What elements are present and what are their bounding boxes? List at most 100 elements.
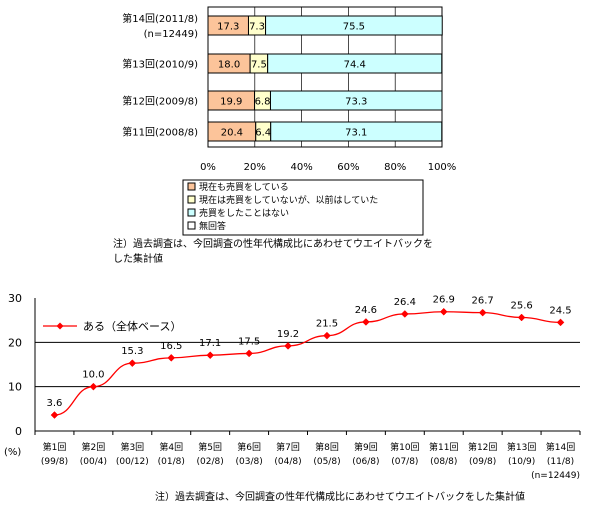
bar-note: 注）過去調査は、今回調査の性年代構成比にあわせてウエイトバックを	[113, 237, 433, 250]
bar-tick-label: 40%	[290, 162, 312, 173]
bar-legend-swatch	[187, 208, 196, 217]
bar-category-label: (n=12449)	[144, 29, 198, 40]
line-data-label: 26.7	[472, 296, 494, 307]
line-ylabel: (%)	[4, 447, 21, 458]
bar-plot-frame	[207, 6, 443, 148]
bar-category-label: 第11回(2008/8)	[122, 126, 198, 139]
line-category-sublabel: (07/8)	[391, 457, 418, 467]
line-data-label: 17.1	[199, 338, 221, 349]
bar-segment	[270, 121, 443, 142]
line-category-sublabel: (10/9)	[508, 457, 535, 467]
bar-value-label: 20.4	[221, 128, 243, 139]
line-category-sublabel: (00/12)	[116, 457, 149, 467]
line-category-label: 第2回	[82, 441, 106, 453]
line-category-label: 第9回	[354, 441, 378, 453]
bar-legend-box	[182, 179, 424, 236]
bar-value-label: 7.5	[251, 60, 267, 71]
line-marker	[50, 411, 59, 419]
line-category-sublabel: (09/8)	[469, 457, 496, 467]
bar-legend-swatch	[187, 182, 196, 191]
bar-value-label: 19.9	[220, 97, 242, 108]
line-category-label: 第4回	[159, 441, 183, 453]
line-category-label: 第12回	[468, 441, 497, 453]
line-data-label: 26.9	[433, 295, 455, 306]
line-category-sublabel: (00/4)	[80, 457, 107, 467]
line-category-label: 第10回	[390, 441, 419, 453]
bar-legend-swatch	[187, 221, 196, 230]
bar-value-label: 7.3	[249, 22, 265, 33]
line-category-label: 第13回	[507, 441, 536, 453]
bar-tick-label: 60%	[337, 162, 359, 173]
line-category-label: 第5回	[198, 441, 222, 453]
line-category-sublabel: (04/8)	[274, 457, 301, 467]
line-tick-label: 30	[8, 292, 22, 305]
line-marker	[362, 318, 370, 326]
line-data-label: 26.4	[394, 297, 416, 308]
line-data-label: 24.5	[549, 305, 571, 316]
line-marker	[167, 353, 176, 362]
line-category-label: 第6回	[237, 441, 261, 453]
bar-value-label: 75.5	[343, 22, 365, 33]
bar-tick-label: 100%	[428, 162, 457, 173]
line-data-label: 17.5	[238, 336, 260, 347]
bar-legend-label: 無回答	[199, 220, 226, 232]
line-marker	[245, 349, 253, 358]
line-legend-label: ある（全体ベース）	[83, 319, 181, 333]
bar-value-label: 6.8	[255, 97, 271, 108]
bar-tick-label: 80%	[384, 162, 406, 173]
line-category-sublabel: (99/8)	[41, 457, 68, 467]
line-marker	[400, 310, 409, 318]
bar-tick-label: 0%	[200, 162, 216, 173]
line-category-label: 第1回	[43, 441, 67, 453]
line-category-label: 第11回	[429, 441, 458, 453]
bar-segment	[267, 53, 443, 74]
line-legend-marker	[56, 322, 64, 330]
line-marker	[439, 307, 448, 316]
bar-value-label: 17.3	[217, 22, 239, 33]
bar-value-label: 74.4	[344, 60, 366, 71]
line-category-sublabel: (08/8)	[430, 457, 457, 467]
bar-category-label: 第13回(2010/9)	[122, 58, 198, 71]
bar-segment	[269, 90, 443, 111]
bar-note: した集計値	[113, 252, 163, 265]
line-note: 注）過去調査は、今回調査の性年代構成比にあわせてウエイトバックをした集計値	[155, 490, 525, 503]
line-category-label: 第7回	[276, 441, 300, 453]
line-marker	[284, 342, 292, 350]
line-data-label: 15.3	[121, 346, 143, 357]
line-category-sublabel: (03/8)	[235, 457, 262, 467]
line-marker	[556, 318, 565, 327]
line-data-label: 24.6	[355, 305, 377, 316]
bar-legend-label: 売買をしたことはない	[199, 207, 289, 219]
bar-value-label: 73.1	[345, 128, 367, 139]
line-marker	[478, 308, 487, 317]
line-tick-label: 10	[8, 381, 22, 394]
bar-legend-swatch	[187, 195, 196, 204]
line-tick-label: 0	[15, 425, 22, 438]
line-data-label: 10.0	[82, 370, 104, 381]
line-category-label: 第14回	[546, 441, 575, 453]
line-marker	[323, 331, 331, 340]
line-marker	[89, 382, 98, 391]
bar-category-label: 第12回(2009/8)	[122, 95, 198, 108]
bar-segment	[265, 15, 443, 36]
line-data-label: 25.6	[510, 301, 532, 312]
line-category-label: 第3回	[120, 441, 144, 453]
line-marker	[206, 351, 215, 360]
line-data-label: 3.6	[47, 398, 63, 409]
line-data-label: 16.5	[160, 341, 182, 352]
line-category-label: 第8回	[315, 441, 339, 453]
line-category-sublabel: (05/8)	[313, 457, 340, 467]
bar-value-label: 73.3	[345, 97, 367, 108]
line-category-sublabel: (06/8)	[352, 457, 379, 467]
bar-legend-label: 現在は売買をしていないが、以前はしていた	[199, 194, 378, 206]
bar-tick-label: 20%	[244, 162, 266, 173]
line-category-sublabel: (11/8)	[547, 457, 574, 467]
line-data-label: 21.5	[316, 319, 338, 330]
bar-legend-label: 現在も売買をしている	[199, 181, 289, 193]
bar-value-label: 6.4	[255, 128, 271, 139]
bar-category-label: 第14回(2011/8)	[122, 12, 198, 25]
line-marker	[517, 313, 526, 322]
bar-value-label: 18.0	[218, 60, 240, 71]
line-category-sublabel: (02/8)	[197, 457, 224, 467]
